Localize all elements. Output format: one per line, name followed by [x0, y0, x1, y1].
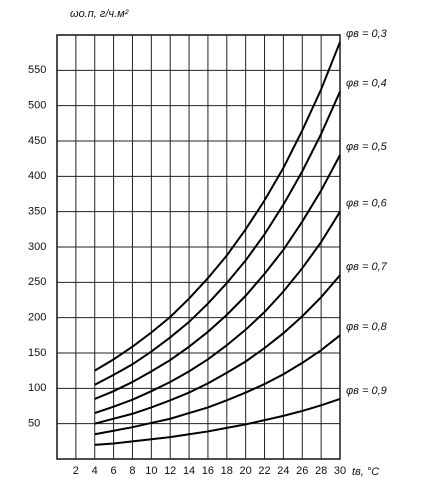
y-tick-label: 500: [28, 100, 46, 112]
y-tick-label: 100: [28, 382, 46, 394]
x-tick-label: 8: [129, 465, 135, 477]
series-line: [94, 41, 341, 372]
x-tick-label: 16: [202, 465, 214, 477]
x-tick-label: 24: [277, 465, 289, 477]
y-tick-label: 400: [28, 170, 46, 182]
series-line: [94, 91, 341, 386]
legend-label: φв = 0,9: [346, 385, 387, 397]
y-tick-label: 50: [28, 418, 40, 430]
y-axis-title: ωо.п, г/ч.м²: [70, 8, 129, 20]
x-tick-label: 26: [296, 465, 308, 477]
series-line: [94, 274, 341, 425]
y-tick-label: 450: [28, 135, 46, 147]
y-tick-label: 200: [28, 312, 46, 324]
x-tick-label: 30: [334, 465, 346, 477]
series-line: [94, 211, 341, 415]
legend-label: φв = 0,3: [346, 28, 388, 40]
x-tick-label: 28: [315, 465, 327, 477]
series-line: [94, 154, 341, 400]
x-tick-label: 10: [145, 465, 157, 477]
legend-label: φв = 0,5: [346, 141, 388, 153]
x-tick-label: 18: [221, 465, 233, 477]
y-tick-label: 250: [28, 276, 46, 288]
y-tick-label: 150: [28, 347, 46, 359]
x-tick-label: 14: [183, 465, 195, 477]
x-tick-label: 6: [111, 465, 117, 477]
legend-label: φв = 0,8: [346, 321, 388, 333]
y-tick-label: 300: [28, 241, 46, 253]
y-tick-label: 350: [28, 206, 46, 218]
legend-label: φв = 0,7: [346, 261, 388, 273]
legend-label: φв = 0,6: [346, 198, 388, 210]
legend-label: φв = 0,4: [346, 77, 387, 89]
y-tick-label: 550: [28, 64, 46, 76]
x-tick-label: 2: [73, 465, 79, 477]
series-line: [94, 334, 341, 436]
x-tick-label: 20: [240, 465, 252, 477]
x-tick-label: 4: [92, 465, 98, 477]
x-tick-label: 22: [258, 465, 270, 477]
x-axis-title: tв, °С: [352, 466, 379, 478]
x-tick-label: 12: [164, 465, 176, 477]
series-line: [94, 397, 341, 446]
